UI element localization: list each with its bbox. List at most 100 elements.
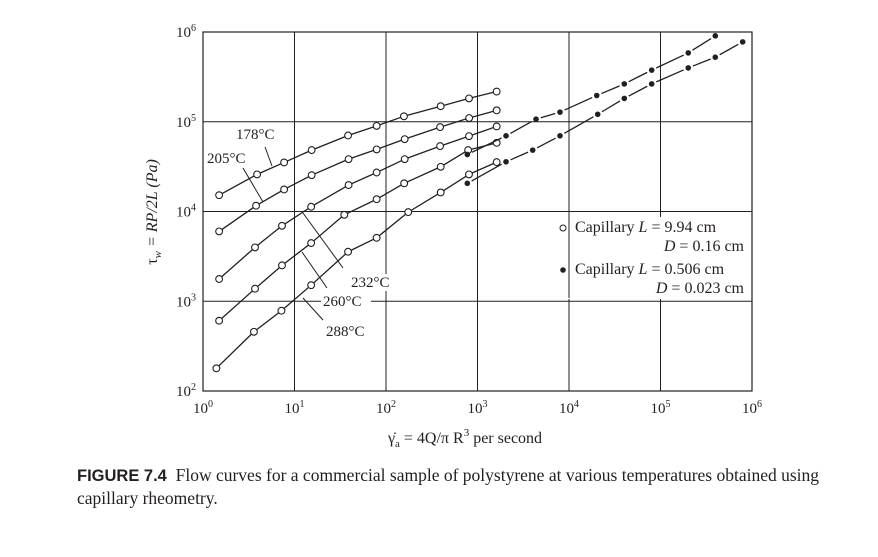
open-circle-marker xyxy=(372,168,381,177)
series-232-c xyxy=(215,122,501,283)
x-tick-label: 102 xyxy=(376,399,396,417)
series-line-segment xyxy=(692,37,712,51)
open-circle-marker xyxy=(307,281,316,290)
open-circle-marker xyxy=(492,87,501,96)
legend-entry-label: Capillary L = 0.506 cm xyxy=(575,261,725,278)
annotation-leader-line xyxy=(264,146,273,167)
open-circle-marker xyxy=(278,261,286,270)
open-circle-marker xyxy=(372,233,381,242)
open-circle-marker xyxy=(465,170,473,179)
series-line-segment xyxy=(376,115,405,127)
series-line-segment xyxy=(564,96,593,111)
filled-circle-marker xyxy=(739,39,746,45)
series-line-segment xyxy=(310,214,345,244)
open-circle-marker xyxy=(344,155,353,164)
temperature-label: 260°C xyxy=(323,294,362,310)
open-circle-marker xyxy=(215,227,224,236)
open-circle-marker xyxy=(399,112,408,121)
x-tick-label: 103 xyxy=(468,399,488,417)
temperature-label: 205°C xyxy=(207,151,246,167)
annotation-leader-line xyxy=(302,212,344,269)
series-line-segment xyxy=(692,58,711,67)
series-line-segment xyxy=(254,225,283,248)
series-line-segment xyxy=(311,134,349,151)
series-line-segment xyxy=(655,54,684,69)
filled-circle-marker xyxy=(533,116,539,122)
open-circle-marker xyxy=(215,316,224,325)
open-circle-marker xyxy=(307,239,316,248)
series-line-segment xyxy=(344,198,377,216)
open-circle-marker xyxy=(400,179,409,188)
open-circle-marker xyxy=(278,221,286,230)
open-circle-marker xyxy=(307,146,316,155)
figure-caption: FIGURE 7.4 Flow curves for a commercial … xyxy=(77,464,857,509)
annotation-background xyxy=(324,323,374,340)
annotation-background xyxy=(234,126,284,143)
series-260-c xyxy=(215,138,501,325)
open-circle-marker xyxy=(340,210,349,219)
series-line-segment xyxy=(439,117,470,128)
open-circle-marker xyxy=(307,202,316,211)
legend-filled-marker xyxy=(560,267,566,273)
series-line-segment xyxy=(440,149,469,168)
series-line-segment xyxy=(376,158,405,174)
open-circle-marker xyxy=(253,170,262,179)
data-series xyxy=(212,33,746,373)
legend-background xyxy=(556,217,748,299)
series-178-c xyxy=(215,87,501,200)
x-axis-label: γ̇a = 4Q/π R3 per second xyxy=(387,427,542,450)
series-line-segment xyxy=(540,112,556,119)
temperature-annotations: 178°C 205°C 232°C 260°C 288°C xyxy=(205,126,399,340)
series-line-segment xyxy=(601,85,620,95)
series-line-segment xyxy=(656,69,684,83)
filled-circle-marker xyxy=(712,54,719,60)
series-line-segment xyxy=(347,237,377,253)
filled-circle-marker xyxy=(648,67,655,73)
series-line-segment xyxy=(281,284,312,312)
y-tick-label: 104 xyxy=(176,203,196,221)
series-line-segment xyxy=(601,100,621,113)
open-circle-marker xyxy=(252,201,261,210)
legend-entry-diameter: D = 0.023 cm xyxy=(655,280,745,297)
y-tick-label: 106 xyxy=(176,23,196,41)
series-line-segment xyxy=(254,264,283,290)
open-circle-marker xyxy=(372,195,381,204)
annotation-leader-line xyxy=(301,251,328,289)
open-circle-marker xyxy=(492,122,501,131)
open-circle-marker xyxy=(465,114,474,122)
grid xyxy=(202,31,753,392)
series-capillary-l-0-506-cm-upper- xyxy=(464,33,719,158)
series-line-segment xyxy=(468,125,497,137)
series-line-segment xyxy=(536,137,556,149)
filled-circle-marker xyxy=(621,81,628,87)
series-line-segment xyxy=(348,171,377,186)
series-288-c xyxy=(212,158,501,373)
open-circle-marker xyxy=(344,131,353,140)
series-line-segment xyxy=(218,246,256,280)
series-line-segment xyxy=(564,116,594,134)
filled-circle-marker xyxy=(464,151,471,158)
series-capillary-l-0-506-cm-lower- xyxy=(464,39,746,187)
y-tick-label: 103 xyxy=(176,292,196,310)
series-line-segment xyxy=(281,242,312,266)
series-line-segment xyxy=(310,251,349,286)
open-circle-marker xyxy=(251,243,259,252)
open-circle-marker xyxy=(436,162,445,171)
series-line-segment xyxy=(215,331,255,369)
open-circle-marker xyxy=(400,135,409,144)
filled-circle-marker xyxy=(557,133,563,139)
series-line-segment xyxy=(218,173,258,196)
open-circle-marker xyxy=(277,306,286,315)
series-line-segment xyxy=(719,43,739,56)
open-circle-marker xyxy=(492,106,501,115)
open-circle-marker xyxy=(212,364,221,373)
open-circle-marker xyxy=(215,191,224,200)
open-circle-marker xyxy=(436,102,445,111)
open-circle-marker xyxy=(251,284,259,293)
series-line-segment xyxy=(253,310,282,333)
temperature-label: 178°C xyxy=(236,127,275,143)
filled-circle-marker xyxy=(685,65,692,71)
series-line-segment xyxy=(440,173,470,194)
open-circle-marker xyxy=(344,181,353,190)
series-line-segment xyxy=(439,135,470,147)
